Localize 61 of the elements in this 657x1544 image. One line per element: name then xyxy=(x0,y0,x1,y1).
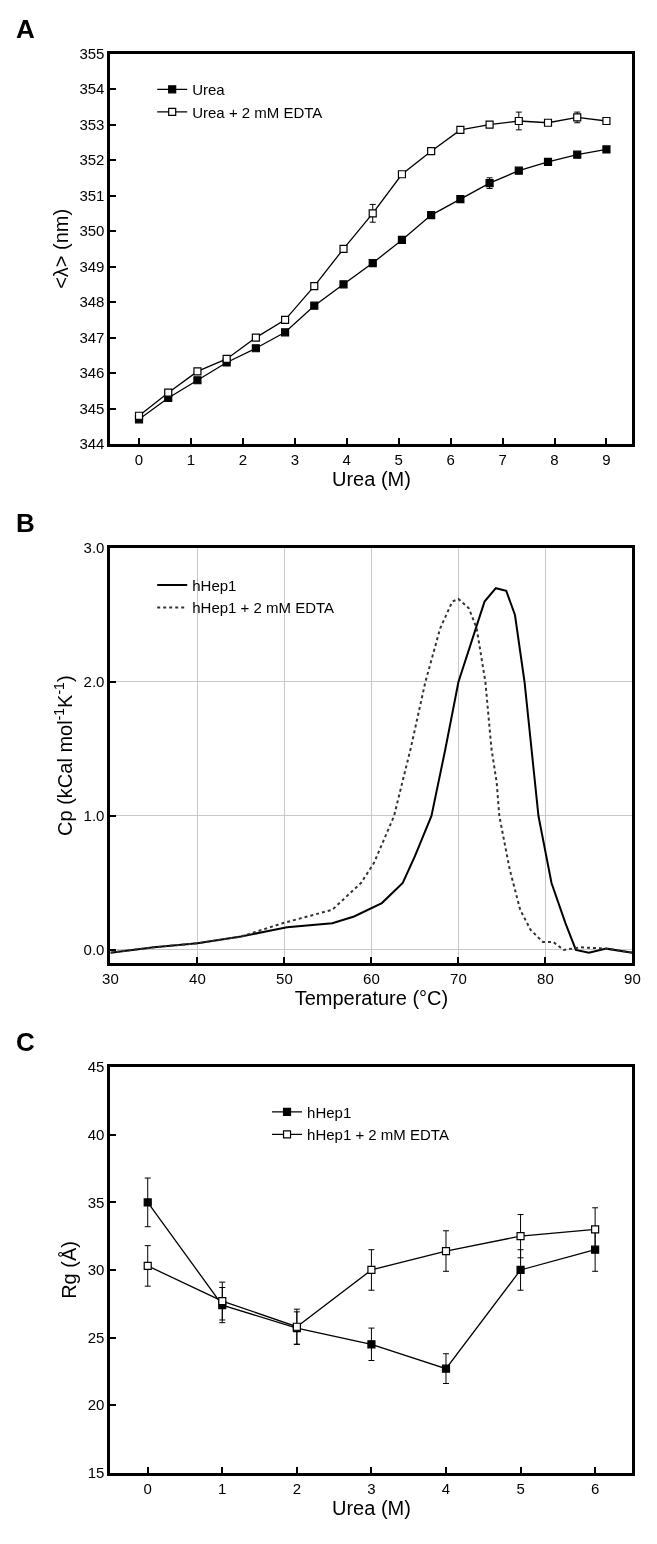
x-tick-label: 9 xyxy=(602,451,611,469)
y-tick-label: 1.0 xyxy=(83,807,105,825)
x-tick-label: 6 xyxy=(446,451,455,469)
legend-label: hHep1 + 2 mM EDTA xyxy=(192,599,335,617)
y-tick-label: 352 xyxy=(79,151,105,169)
chart-title: B xyxy=(16,508,35,538)
x-tick-label: 3 xyxy=(367,1479,376,1497)
y-tick-label: 45 xyxy=(87,1058,105,1076)
y-tick-label: 349 xyxy=(79,257,105,275)
legend-label: hHep1 xyxy=(192,576,237,594)
x-tick-label: 8 xyxy=(550,451,559,469)
x-axis-title: Temperature (°C) xyxy=(294,987,449,1010)
legend-label: hHep1 + 2 mM EDTA xyxy=(307,1126,449,1144)
y-axis-title: <λ> (nm) xyxy=(49,208,72,289)
x-tick-label: 1 xyxy=(218,1479,227,1497)
y-tick-label: 345 xyxy=(79,399,105,417)
x-axis-title: Urea (M) xyxy=(331,468,411,491)
x-tick-label: 2 xyxy=(238,451,248,469)
x-tick-label: 4 xyxy=(441,1479,451,1497)
x-tick-label: 3 xyxy=(290,451,299,469)
x-tick-label: 0 xyxy=(143,1479,152,1497)
y-tick-label: 348 xyxy=(79,293,105,311)
x-tick-label: 60 xyxy=(363,970,380,988)
x-axis-title: Urea (M) xyxy=(331,1496,411,1519)
x-tick-label: 2 xyxy=(292,1479,302,1497)
x-tick-label: 90 xyxy=(624,970,641,988)
y-tick-label: 30 xyxy=(87,1261,105,1279)
legend-label: Urea xyxy=(192,81,226,99)
y-tick-label: 15 xyxy=(87,1463,105,1481)
x-tick-label: 70 xyxy=(450,970,467,988)
y-tick-label: 25 xyxy=(87,1328,105,1346)
y-tick-label: 2.0 xyxy=(83,673,105,691)
x-tick-label: 50 xyxy=(276,970,293,988)
y-tick-label: 353 xyxy=(79,115,105,133)
x-tick-label: 7 xyxy=(498,451,507,469)
y-tick-label: 351 xyxy=(79,186,105,204)
y-tick-label: 3.0 xyxy=(83,539,105,557)
y-tick-label: 355 xyxy=(79,44,105,62)
x-tick-label: 0 xyxy=(134,451,144,469)
legend-label: Urea + 2 mM EDTA xyxy=(192,103,323,121)
y-tick-label: 0.0 xyxy=(83,941,105,959)
y-tick-label: 344 xyxy=(79,435,105,453)
x-tick-label: 30 xyxy=(102,970,119,988)
y-tick-label: 40 xyxy=(87,1126,105,1144)
y-tick-label: 20 xyxy=(87,1396,105,1414)
x-tick-label: 5 xyxy=(516,1479,525,1497)
legend-label: hHep1 xyxy=(307,1103,352,1121)
x-tick-label: 4 xyxy=(342,451,351,469)
chart-title: C xyxy=(16,1027,35,1057)
y-axis-title: Rg (Å) xyxy=(58,1241,81,1299)
x-tick-label: 40 xyxy=(189,970,206,988)
x-tick-label: 1 xyxy=(186,451,196,469)
y-tick-label: 354 xyxy=(79,80,105,98)
chart-title: A xyxy=(16,14,35,44)
y-tick-label: 35 xyxy=(87,1193,105,1211)
x-tick-label: 5 xyxy=(394,451,403,469)
x-tick-label: 6 xyxy=(590,1479,600,1497)
x-tick-label: 80 xyxy=(537,970,554,988)
y-tick-label: 346 xyxy=(79,364,105,382)
y-tick-label: 347 xyxy=(79,328,105,346)
y-tick-label: 350 xyxy=(79,222,105,240)
